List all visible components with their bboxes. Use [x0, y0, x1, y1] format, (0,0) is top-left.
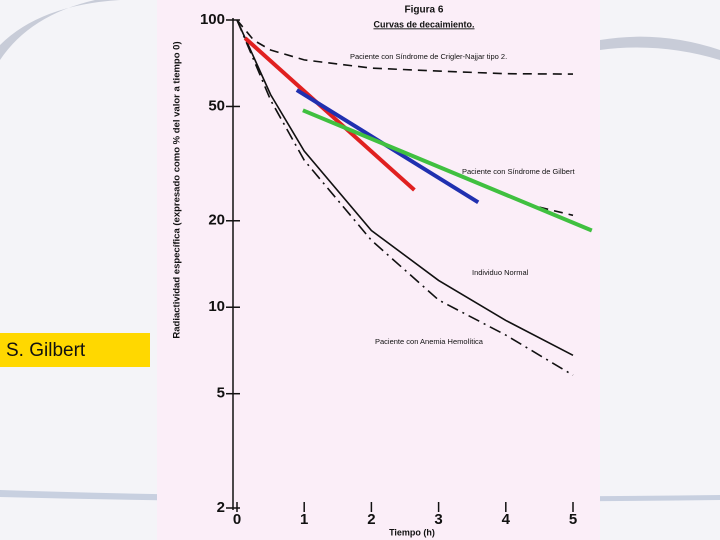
series-line [236, 19, 574, 357]
decoration [0, 0, 120, 60]
y-tick-label: 10 [208, 298, 225, 315]
series-line [236, 19, 574, 376]
x-tick-label: 2 [367, 511, 375, 528]
x-tick-label: 5 [569, 511, 577, 528]
label-box [0, 333, 150, 367]
series-line [302, 108, 593, 233]
y-tick-label: 20 [208, 212, 225, 229]
series-line [236, 19, 574, 75]
y-tick-label: 2 [217, 499, 225, 516]
series-label: Individuo Normal [472, 268, 529, 277]
x-axis-label: Tiempo (h) [389, 527, 435, 537]
chart-subtitle: Curvas de decaimiento. [373, 19, 474, 29]
figure-background [157, 0, 600, 540]
x-tick-label: 1 [300, 511, 308, 528]
chart-title: Figura 6 [405, 5, 444, 16]
y-axis-label: Radiactividad específica (expresado como… [172, 41, 183, 338]
series-label: Paciente con Anemia Hemolítica [375, 337, 484, 346]
series-line [243, 36, 416, 192]
y-tick-label: 50 [208, 97, 225, 114]
series-label: Paciente con Síndrome de Gilbert [462, 167, 575, 176]
series-label: Paciente con Síndrome de Crigler-Najjar … [350, 52, 507, 61]
slide-label: S. Gilbert [6, 340, 86, 361]
y-tick-label: 5 [217, 385, 225, 402]
y-tick-label: 100 [200, 11, 225, 28]
x-tick-label: 3 [434, 511, 442, 528]
series-line [539, 206, 574, 217]
decoration [600, 36, 720, 60]
x-tick-label: 0 [233, 511, 241, 528]
x-tick-label: 4 [502, 511, 511, 528]
